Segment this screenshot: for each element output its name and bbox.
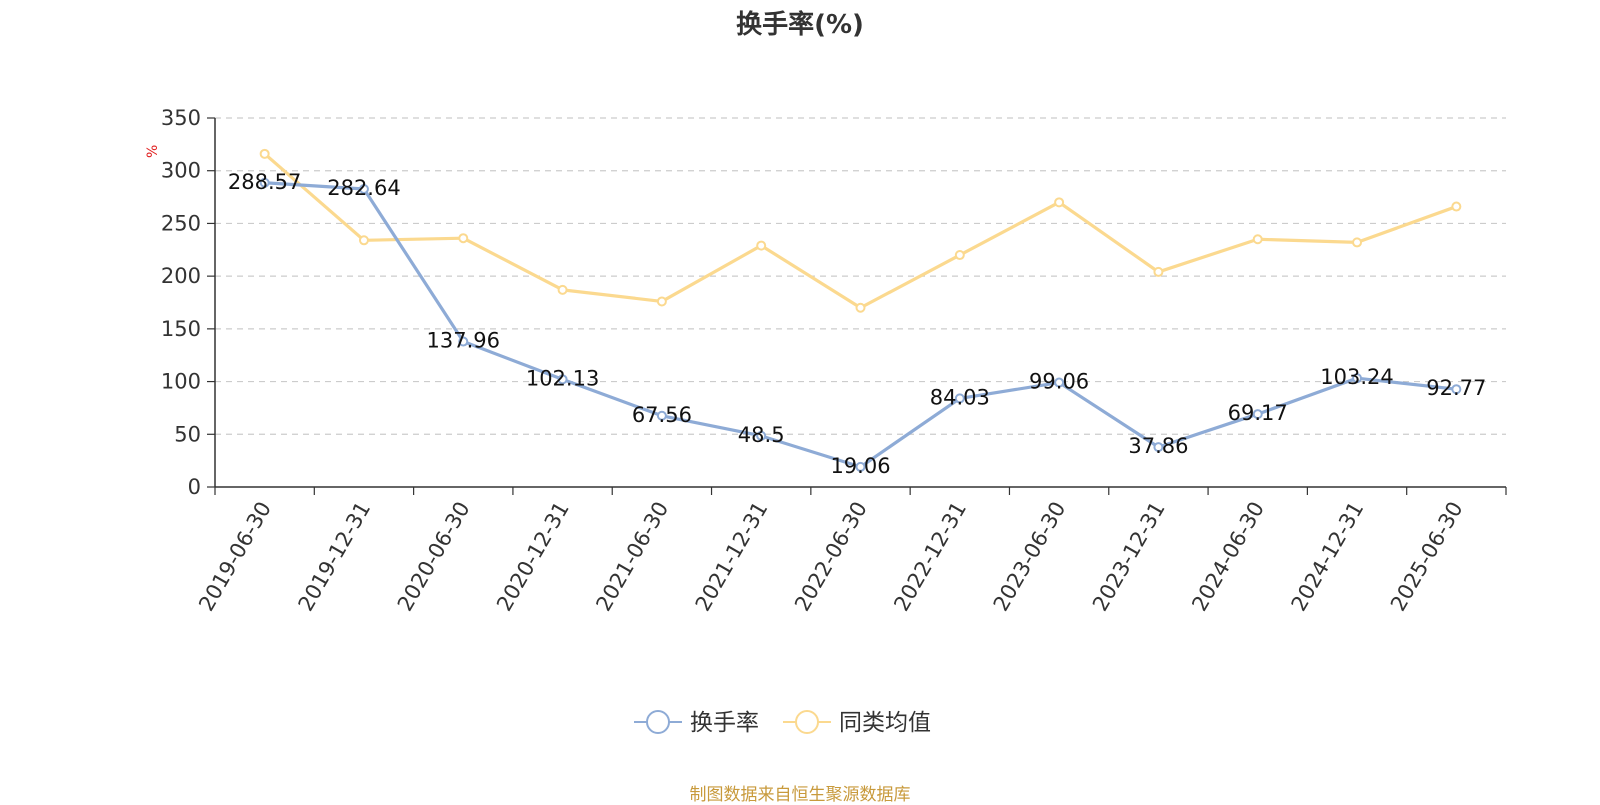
data-point[interactable] — [259, 148, 270, 159]
data-point[interactable] — [756, 240, 767, 251]
data-label: 37.86 — [1128, 434, 1188, 458]
data-label: 282.64 — [327, 176, 400, 200]
y-tick-label: 200 — [161, 264, 201, 288]
data-point[interactable] — [1252, 409, 1263, 420]
data-label: 103.24 — [1320, 365, 1393, 389]
data-label: 48.5 — [738, 423, 785, 447]
data-point[interactable] — [656, 410, 667, 421]
y-unit-label: % — [145, 145, 161, 158]
data-label: 137.96 — [427, 329, 500, 353]
data-label: 102.13 — [526, 366, 599, 390]
data-point[interactable] — [458, 336, 469, 347]
data-point[interactable] — [1153, 442, 1164, 453]
x-tick-label: 2021-12-31 — [691, 498, 773, 616]
legend-entry[interactable]: 换手率 — [690, 710, 759, 736]
data-point[interactable] — [855, 461, 866, 472]
series-lines — [259, 148, 1462, 472]
legend-marker — [646, 710, 670, 734]
data-point[interactable] — [1054, 197, 1065, 208]
data-source-note: 制图数据来自恒生聚源数据库 — [689, 785, 911, 805]
x-tick-label: 2020-06-30 — [393, 498, 475, 616]
data-point[interactable] — [855, 302, 866, 313]
data-point[interactable] — [358, 235, 369, 246]
data-point[interactable] — [954, 250, 965, 261]
legend-marker — [795, 710, 819, 734]
data-point[interactable] — [557, 374, 568, 385]
y-tick-label: 100 — [161, 370, 201, 394]
series-line — [263, 152, 1457, 310]
data-point[interactable] — [557, 284, 568, 295]
data-label: 84.03 — [930, 385, 990, 409]
x-tick-label: 2019-12-31 — [293, 498, 375, 616]
data-point[interactable] — [458, 233, 469, 244]
data-point[interactable] — [954, 393, 965, 404]
data-point[interactable] — [756, 430, 767, 441]
grid-lines — [215, 117, 1506, 435]
data-label: 99.06 — [1029, 370, 1089, 394]
x-tick-label: 2023-12-31 — [1088, 498, 1170, 616]
data-point[interactable] — [1054, 377, 1065, 388]
y-tick-label: 0 — [188, 475, 201, 499]
data-point[interactable] — [358, 184, 369, 195]
data-point[interactable] — [1451, 201, 1462, 212]
y-tick-label: 150 — [161, 317, 201, 341]
y-tick-label: 250 — [161, 211, 201, 235]
legend-entry[interactable]: 同类均值 — [839, 710, 931, 736]
x-tick-label: 2022-06-30 — [790, 498, 872, 616]
x-tick-label: 2019-06-30 — [194, 498, 276, 616]
y-tick-label: 50 — [174, 422, 201, 446]
data-point[interactable] — [259, 177, 270, 188]
y-tick-label: 350 — [161, 106, 201, 130]
data-point[interactable] — [1451, 384, 1462, 395]
data-point[interactable] — [1153, 266, 1164, 277]
data-label: 288.57 — [228, 170, 301, 194]
x-tick-label: 2024-06-30 — [1187, 498, 1269, 616]
data-point[interactable] — [656, 296, 667, 307]
data-label: 19.06 — [830, 454, 890, 478]
data-label: 67.56 — [632, 403, 692, 427]
data-labels: 288.57 282.64 137.96 102.13 67.56 48.5 19.06 84… — [228, 170, 1486, 478]
legend[interactable]: 换手率 同类均值 — [634, 710, 931, 736]
x-tick-label: 2022-12-31 — [889, 498, 971, 616]
data-label: 92.77 — [1426, 376, 1486, 400]
data-point[interactable] — [1352, 237, 1363, 248]
data-label: 69.17 — [1228, 401, 1288, 425]
x-tick-label: 2023-06-30 — [989, 498, 1071, 616]
x-tick-label: 2020-12-31 — [492, 498, 574, 616]
chart-title: 换手率(%) — [736, 10, 864, 40]
y-tick-label: 300 — [161, 159, 201, 183]
x-tick-label: 2024-12-31 — [1287, 498, 1369, 616]
data-point[interactable] — [1352, 373, 1363, 384]
data-point[interactable] — [1252, 234, 1263, 245]
x-tick-label: 2025-06-30 — [1386, 498, 1468, 616]
x-tick-label: 2021-06-30 — [591, 498, 673, 616]
